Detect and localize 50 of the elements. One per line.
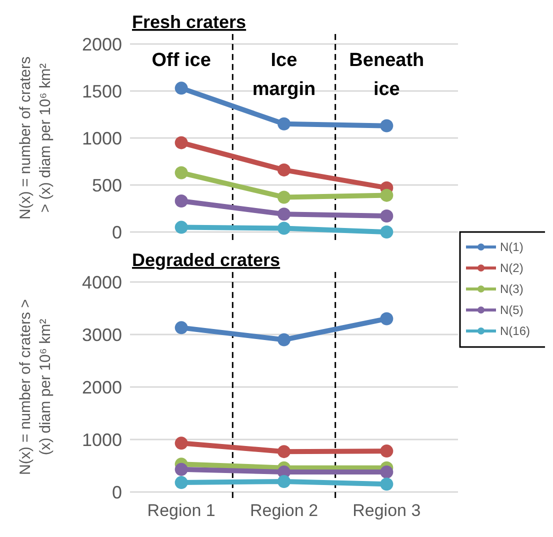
point — [380, 226, 394, 238]
point — [380, 444, 394, 458]
y-axis-title: N(x) = number of craters > (x) diam per 10⁶ km² — [17, 56, 54, 220]
point — [380, 466, 394, 479]
point — [278, 190, 290, 204]
point — [278, 222, 290, 235]
point — [278, 333, 290, 346]
point — [174, 476, 188, 490]
y-tick-label: 2000 — [82, 34, 122, 54]
point — [380, 478, 394, 491]
y-tick-label: 1000 — [82, 430, 122, 450]
legend-label: N(16) — [500, 324, 530, 338]
point — [278, 445, 290, 458]
y-tick-label: 4000 — [82, 272, 122, 292]
point — [174, 220, 188, 234]
point — [380, 188, 394, 202]
point — [174, 321, 188, 334]
y-tick-label: 0 — [112, 222, 122, 242]
point — [174, 194, 188, 208]
point — [174, 136, 188, 150]
y-tick-label: 3000 — [82, 324, 122, 345]
x-tick-label: Region 3 — [352, 501, 421, 520]
x-tick-label: Region 2 — [250, 501, 318, 520]
annotation: Off ice — [152, 50, 211, 71]
point — [174, 166, 188, 180]
point — [380, 312, 394, 326]
point — [174, 436, 188, 450]
x-tick-label: Region 1 — [147, 501, 216, 520]
y-axis-title: N(x) = number of craters > (x) diam per 10⁶ km² — [17, 298, 54, 475]
y-tick-label: 2000 — [82, 377, 122, 398]
legend-label: N(2) — [500, 261, 524, 276]
legend-label: N(3) — [500, 282, 524, 296]
chart-title: Degraded craters — [132, 250, 280, 270]
y-tick-label: 0 — [112, 482, 122, 502]
annotation: Ice margin — [252, 50, 316, 100]
point — [278, 163, 290, 176]
point — [174, 82, 188, 95]
point — [278, 117, 290, 130]
point — [174, 462, 188, 476]
point — [278, 208, 290, 221]
annotation: Beneath ice — [349, 50, 424, 100]
chart-title: Fresh craters — [132, 12, 246, 32]
y-tick-label: 500 — [92, 175, 122, 196]
y-tick-label: 1000 — [82, 128, 122, 148]
legend-label: N(1) — [500, 240, 524, 254]
legend-label: N(5) — [500, 303, 524, 318]
y-tick-label: 1500 — [82, 81, 122, 102]
point — [380, 119, 394, 132]
point — [380, 210, 394, 223]
point — [278, 475, 290, 488]
